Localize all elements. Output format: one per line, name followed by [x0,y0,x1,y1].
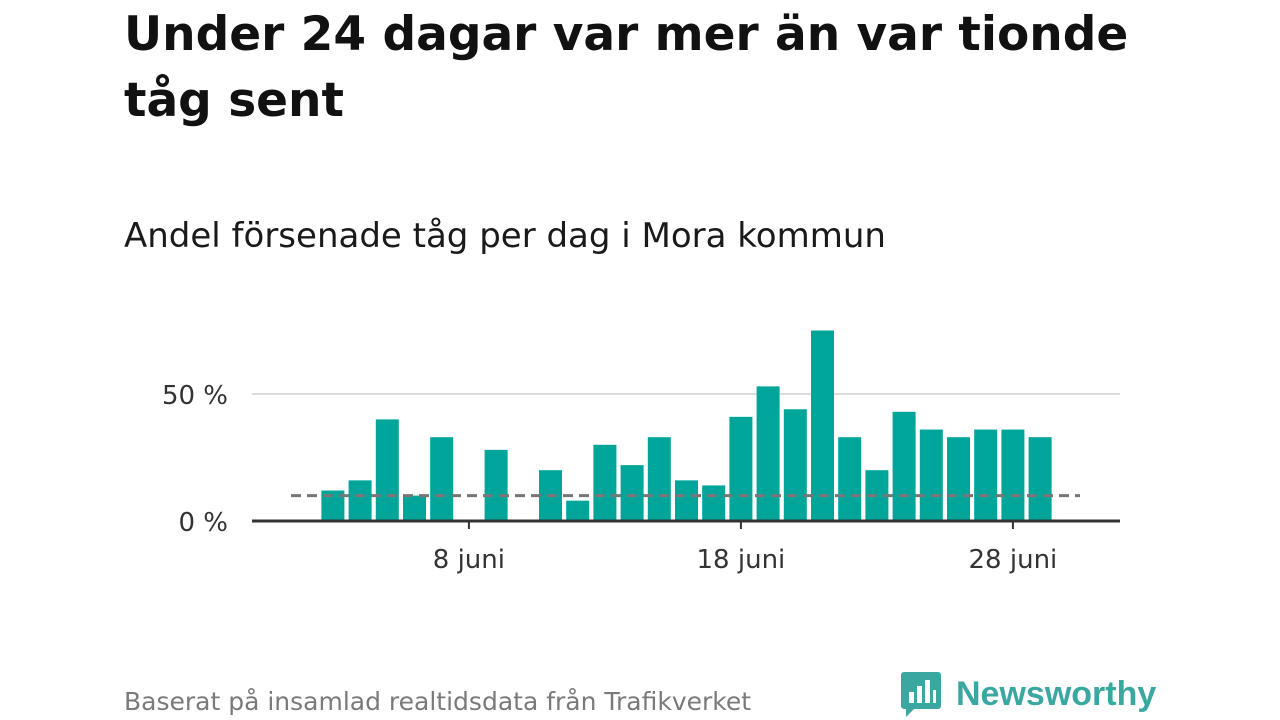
bar [484,449,508,521]
source-note: Baserat på insamlad realtidsdata från Tr… [124,687,752,716]
bar [593,444,617,521]
x-tick-label: 28 juni [969,545,1058,575]
bar [675,480,698,521]
bar [919,429,943,521]
x-axis-labels: 8 juni 18 juni 28 juni [433,545,1057,575]
bar [783,409,807,521]
bar [566,500,590,521]
x-tick-label: 8 juni [433,545,505,575]
bar [838,437,862,521]
bar [403,495,426,521]
bar [647,437,671,521]
y-axis-labels: 0 % 50 % [162,381,228,538]
bar [947,437,970,521]
bar [321,490,345,521]
bar [1001,429,1025,521]
y-tick-label: 50 % [162,381,228,411]
chart-title: Under 24 dagar var mer än var tionde tåg… [124,7,1129,128]
newsworthy-logo[interactable]: Newsworthy [900,670,1156,718]
chart-subtitle: Andel försenade tåg per dag i Mora kommu… [124,216,886,256]
bar [375,419,399,521]
x-tick-label: 18 juni [697,545,786,575]
bar [729,416,753,521]
bar [756,386,780,521]
bar-series [321,330,1052,521]
bar [1028,437,1052,521]
bar [620,465,644,521]
newsworthy-logo-icon [901,672,941,717]
bar [430,437,454,521]
bar [702,485,726,521]
brand-name: Newsworthy [956,674,1157,713]
bar [811,330,834,521]
bar [892,411,916,521]
bar [974,429,998,521]
x-axis [252,519,1120,529]
y-tick-label: 0 % [178,508,228,538]
bar [348,480,372,521]
